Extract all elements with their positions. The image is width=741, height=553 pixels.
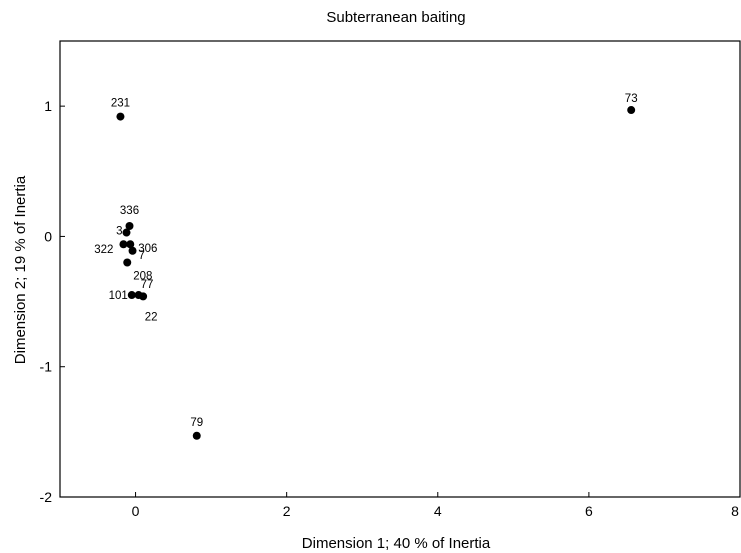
x-tick-label: 2 [283,503,291,519]
x-tick-label: 6 [585,503,593,519]
data-point [126,240,135,249]
x-tick-label: 4 [434,503,442,519]
point-label: 322 [94,244,113,256]
plot-frame [59,40,741,498]
chart-title: Subterranean baiting [326,9,465,26]
point-label: 336 [120,205,139,217]
point-label: 306 [138,243,157,255]
y-axis-label: Dimension 2; 19 % of Inertia [12,175,29,364]
point-label: 73 [625,93,638,105]
data-point [125,222,134,231]
y-tick-label: -1 [40,359,53,375]
x-tick-label: 0 [132,503,140,519]
y-tick-label: 1 [44,98,52,114]
point-label: 79 [190,417,203,429]
x-tick-label: 8 [731,503,739,519]
x-axis-label: Dimension 1; 40 % of Inertia [302,535,491,552]
data-point [123,258,132,267]
data-point [122,228,131,237]
data-point [128,246,137,255]
data-point [139,292,148,301]
y-tick-label: -2 [40,489,53,505]
y-axis-ticks: 1 0 -1 -2 [40,98,65,505]
point-label: 3 [116,226,122,238]
point-label: 7 [139,250,145,262]
point-label: 101 [109,290,128,302]
data-point [119,240,128,249]
point-label: 208 [133,270,152,282]
point-label: 22 [145,311,158,323]
data-point [116,112,125,121]
data-point [127,291,136,300]
data-point [192,431,201,440]
data-point [627,106,636,115]
point-label: 77 [141,279,154,291]
y-tick-label: 0 [44,228,52,244]
point-label: 231 [111,98,130,110]
x-axis-ticks: 0 2 4 6 8 [132,492,741,519]
